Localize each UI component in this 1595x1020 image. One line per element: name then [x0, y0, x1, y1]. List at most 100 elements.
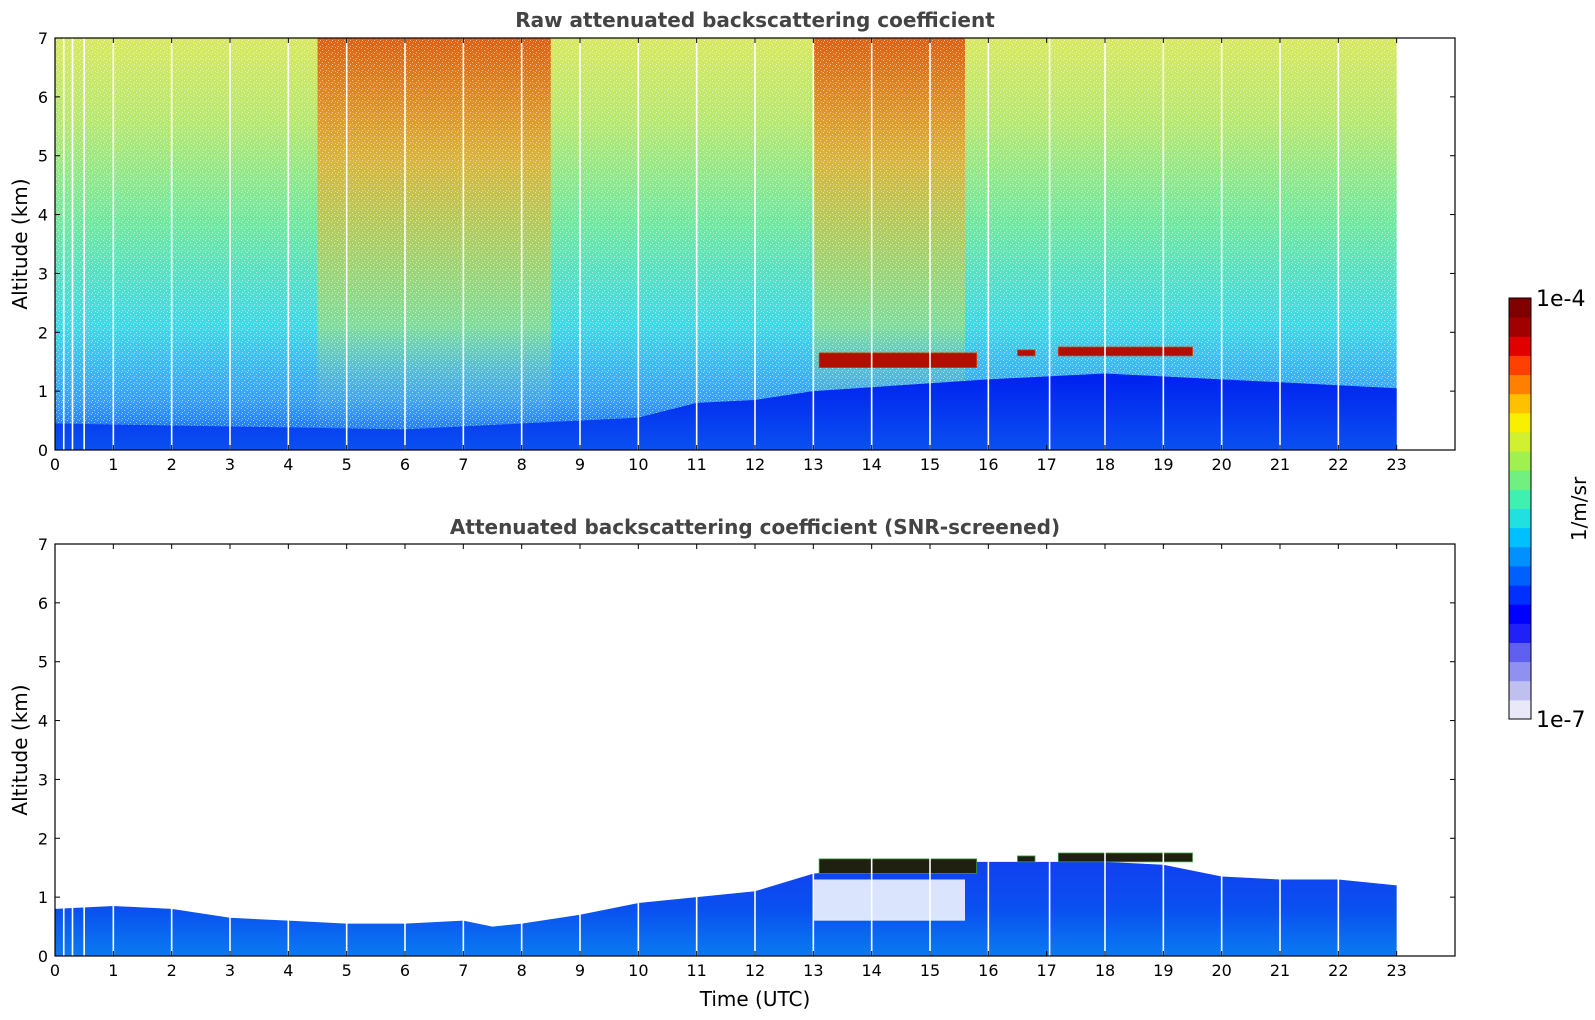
bottom-x-tick-label: 15	[920, 961, 940, 980]
top-x-tick-label: 2	[167, 455, 177, 474]
bottom-x-tick-label: 11	[686, 961, 706, 980]
top-y-tick-label: 4	[38, 206, 48, 225]
colorbar-band	[1509, 298, 1531, 318]
bottom-x-tick-label: 1	[108, 961, 118, 980]
bottom-panel: Attenuated backscattering coefficient (S…	[8, 515, 1456, 1011]
top-boundary-layer	[55, 373, 1397, 450]
top-x-tick-label: 16	[978, 455, 998, 474]
bottom-x-tick-label: 10	[628, 961, 648, 980]
top-x-tick-label: 18	[1095, 455, 1115, 474]
colorbar-frame	[1508, 297, 1532, 720]
bottom-x-tick-label: 20	[1211, 961, 1231, 980]
bottom-x-label: Time (UTC)	[699, 987, 811, 1011]
colorbar-band	[1509, 317, 1531, 337]
top-x-tick-label: 12	[745, 455, 765, 474]
bottom-y-ticks: 0 1 2 3 4 5 6 7	[38, 535, 1455, 966]
colorbar-band	[1509, 470, 1531, 490]
colorbar-max-label: 1e-4	[1536, 287, 1585, 312]
colorbar-band	[1509, 585, 1531, 605]
top-y-tick-label: 2	[38, 323, 48, 342]
bottom-heatmap	[55, 544, 1397, 956]
top-x-tick-label: 5	[342, 455, 352, 474]
bottom-x-tick-label: 12	[745, 961, 765, 980]
bottom-screened-field	[55, 861, 1397, 956]
top-y-ticks: 0 1 2 3 4 5 6 7	[38, 29, 1455, 460]
bottom-y-tick-label: 2	[38, 829, 48, 848]
top-x-tick-label: 8	[517, 455, 527, 474]
colorbar-band	[1509, 374, 1531, 395]
bottom-x-tick-label: 7	[458, 961, 468, 980]
colorbar-band	[1509, 355, 1531, 376]
bottom-x-tick-label: 19	[1153, 961, 1173, 980]
bottom-x-tick-label: 5	[342, 961, 352, 980]
top-heatmap	[55, 38, 1404, 450]
colorbar-band	[1509, 527, 1531, 548]
top-y-tick-label: 7	[38, 29, 48, 48]
colorbar-bands	[1509, 298, 1531, 720]
colorbar-unit-label: 1/m/sr	[1567, 476, 1591, 541]
top-panel: Raw attenuated backscattering coefficien…	[8, 8, 1456, 474]
bottom-y-tick-label: 6	[38, 594, 48, 613]
top-data-gaps	[62, 38, 1340, 450]
top-x-tick-label: 21	[1270, 455, 1290, 474]
top-x-tick-label: 22	[1328, 455, 1348, 474]
bottom-x-tick-label: 21	[1270, 961, 1290, 980]
colorbar-min-label: 1e-7	[1536, 708, 1585, 733]
bottom-y-label: Altitude (km)	[8, 684, 32, 815]
top-x-tick-label: 6	[400, 455, 410, 474]
bottom-screened-gap	[813, 879, 965, 921]
top-cloud-segment	[1057, 346, 1193, 357]
colorbar-band	[1509, 336, 1531, 356]
bottom-x-tick-label: 22	[1328, 961, 1348, 980]
colorbar-band	[1509, 508, 1531, 529]
colorbar-band	[1509, 451, 1531, 471]
colorbar-band	[1509, 431, 1531, 452]
top-x-tick-label: 4	[283, 455, 293, 474]
bottom-cloud-segment	[1017, 855, 1036, 863]
bottom-x-tick-label: 4	[283, 961, 293, 980]
top-y-tick-label: 3	[38, 264, 48, 283]
bottom-cloud-layer	[818, 852, 1193, 875]
top-x-tick-label: 19	[1153, 455, 1173, 474]
top-x-tick-label: 11	[686, 455, 706, 474]
bottom-x-tick-label: 8	[517, 961, 527, 980]
top-cloud-segment	[818, 352, 978, 368]
top-cloud-segment	[1017, 349, 1036, 357]
top-x-tick-label: 20	[1211, 455, 1231, 474]
colorbar-band	[1509, 642, 1531, 663]
colorbar-band	[1509, 623, 1531, 643]
top-y-tick-label: 5	[38, 147, 48, 166]
top-title: Raw attenuated backscattering coefficien…	[515, 8, 995, 32]
top-x-tick-label: 3	[225, 455, 235, 474]
top-x-ticks: 0 1 2 3 4 5 6 7 8 9 10 11 12 13 14 15 16 17 18 19 20 21 22 23	[50, 38, 1407, 474]
bottom-cloud-segment	[1057, 852, 1193, 863]
colorbar: 1e-4 1e-7 1/m/sr	[1508, 287, 1591, 733]
top-x-tick-label: 0	[50, 455, 60, 474]
bottom-data-gaps	[62, 544, 1340, 956]
top-y-label: Altitude (km)	[8, 178, 32, 309]
colorbar-band	[1509, 680, 1531, 701]
colorbar-band	[1509, 661, 1531, 682]
bottom-x-tick-label: 16	[978, 961, 998, 980]
top-x-tick-label: 23	[1386, 455, 1406, 474]
top-x-tick-label: 14	[861, 455, 881, 474]
colorbar-band	[1509, 489, 1531, 509]
top-y-tick-label: 0	[38, 441, 48, 460]
bottom-x-tick-label: 23	[1386, 961, 1406, 980]
bottom-x-tick-label: 3	[225, 961, 235, 980]
bottom-x-tick-label: 17	[1036, 961, 1056, 980]
colorbar-band	[1509, 412, 1531, 433]
bottom-x-tick-label: 6	[400, 961, 410, 980]
colorbar-band	[1509, 546, 1531, 567]
bottom-y-tick-label: 4	[38, 712, 48, 731]
bottom-y-tick-label: 7	[38, 535, 48, 554]
bottom-y-tick-label: 0	[38, 947, 48, 966]
bottom-y-tick-label: 5	[38, 653, 48, 672]
colorbar-band	[1509, 393, 1531, 414]
colorbar-band	[1509, 699, 1531, 720]
bottom-y-tick-label: 1	[38, 888, 48, 907]
bottom-x-tick-label: 13	[803, 961, 823, 980]
bottom-y-tick-label: 3	[38, 770, 48, 789]
top-x-tick-label: 15	[920, 455, 940, 474]
